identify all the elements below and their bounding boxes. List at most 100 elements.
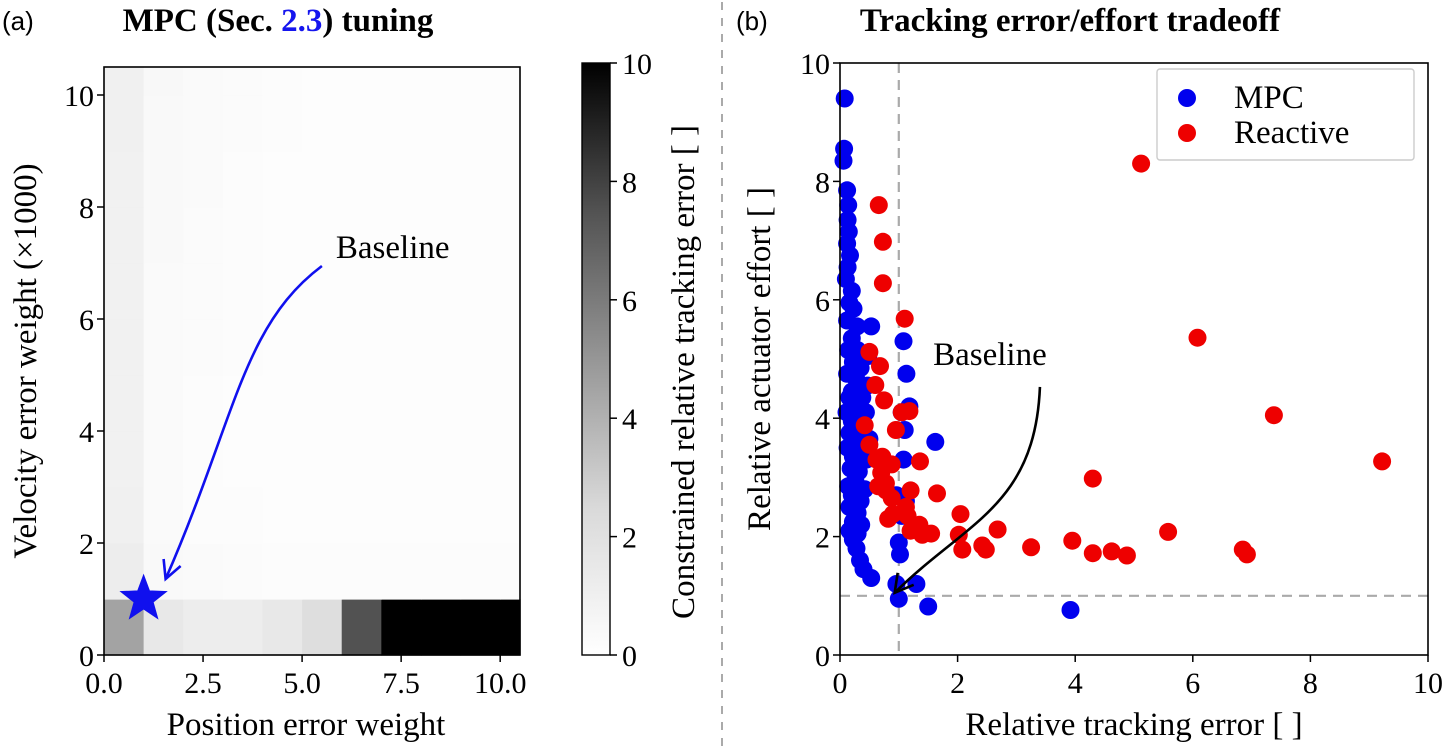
panel-b: (b) Tracking error/effort tradeoff 0 2 4 6 8…: [736, 3, 1443, 743]
heatmap-cell: [222, 375, 264, 432]
scatter-point-mpc: [835, 89, 854, 108]
heatmap-cell: [341, 431, 382, 488]
heatmap-cell: [104, 487, 145, 544]
heatmap-cell: [183, 95, 224, 152]
scatter-point-mpc: [926, 432, 945, 451]
heatmap-x-tick-label: 2.5: [184, 667, 222, 700]
baseline-label-b: Baseline: [933, 337, 1047, 373]
heatmap-x-tick-label: 7.5: [382, 667, 420, 700]
heatmap-cell: [460, 375, 501, 432]
scatter-point-mpc: [907, 575, 926, 593]
legend-box: [1156, 68, 1415, 161]
heatmap-cell: [420, 263, 462, 320]
baseline-annotation-b: Baseline: [893, 337, 1047, 595]
scatter-point-reactive: [900, 402, 919, 421]
scatter-point-reactive: [988, 520, 1007, 539]
panel-b-label: (b): [736, 6, 768, 36]
heatmap-cell: [341, 319, 382, 376]
heatmap-cell: [104, 67, 145, 96]
heatmap-cell: [262, 207, 303, 264]
panel-b-title: Tracking error/effort tradeoff: [860, 3, 1281, 39]
colorbar-label: Constrained relative tracking error [ ]: [666, 125, 702, 619]
scatter-point-reactive: [895, 309, 914, 328]
legend: MPC Reactive: [1156, 68, 1415, 161]
heatmap-cell: [460, 263, 501, 320]
scatter-point-mpc: [834, 151, 853, 170]
heatmap-cell: [420, 67, 462, 96]
heatmap-cell: [222, 599, 264, 656]
scatter-point-reactive: [1083, 544, 1102, 563]
heatmap-y-tick-label: 2: [79, 528, 94, 561]
legend-reactive-swatch: [1178, 124, 1196, 142]
heatmap-cell: [500, 487, 521, 544]
heatmap-cell: [381, 543, 422, 600]
heatmap-cell: [222, 151, 264, 208]
scatter-y-tick-label: 6: [815, 285, 830, 318]
scatter-point-reactive: [860, 435, 879, 454]
scatter-y-axis-label: Relative actuator effort [ ]: [742, 187, 778, 531]
heatmap-cell: [104, 319, 145, 376]
baseline-arrow-a: [164, 264, 323, 580]
heatmap-cell: [381, 431, 422, 488]
colorbar: 0 2 4 6 8 10 Constrained relative tracking er…: [581, 48, 702, 673]
scatter-point-mpc: [894, 332, 913, 351]
heatmap-cell: [183, 487, 224, 544]
heatmap-cell: [381, 375, 422, 432]
heatmap-cell: [222, 543, 264, 600]
colorbar-tick-label: 2: [622, 522, 637, 555]
heatmap-cell: [381, 263, 422, 320]
colorbar-tick-label: 10: [622, 48, 652, 81]
heatmap-y-tick-label: 8: [79, 192, 94, 225]
scatter-point-reactive: [1237, 545, 1256, 564]
heatmap-frame: [103, 66, 521, 656]
colorbar-tick-label: 0: [622, 640, 637, 673]
heatmap-cell: [302, 263, 343, 320]
heatmap-cell: [460, 207, 501, 264]
heatmap-cell: [104, 431, 145, 488]
scatter-point-reactive: [928, 484, 946, 503]
heatmap-cell: [262, 599, 303, 656]
heatmap-cell: [500, 95, 521, 152]
panel-a-label: (a): [2, 6, 34, 36]
heatmap-cell: [222, 95, 264, 152]
scatter-y-ticks: 0 2 4 6 8 10: [800, 48, 840, 673]
scatter-point-mpc: [839, 196, 858, 215]
heatmap-x-tick-label: 0.0: [85, 667, 123, 700]
scatter-point-mpc: [891, 545, 909, 564]
panel-a: (a) MPC (Sec. 2.3) tuning 0.0 2.5 5.0 7.5 10…: [2, 3, 526, 743]
legend-mpc-label: MPC: [1234, 80, 1304, 116]
heatmap-cell: [420, 543, 462, 600]
heatmap-y-ticks: 0 2 4 6 8 10: [64, 80, 104, 673]
heatmap-cell: [143, 67, 184, 96]
heatmap-cell: [381, 151, 422, 208]
baseline-arrow-b: [893, 386, 1042, 594]
heatmap-cell: [460, 151, 501, 208]
heatmap-cell: [500, 599, 521, 656]
heatmap-cell: [460, 543, 501, 600]
scatter-point-mpc: [856, 403, 875, 422]
heatmap-cell: [222, 487, 264, 544]
scatter-point-mpc: [1061, 601, 1080, 619]
heatmap-cell: [381, 95, 422, 152]
heatmap-y-tick-label: 10: [64, 80, 94, 113]
heatmap-cell: [104, 151, 145, 208]
heatmap-y-tick-label: 4: [79, 416, 94, 449]
panel-a-title: MPC (Sec. 2.3) tuning: [123, 3, 434, 39]
scatter-point-reactive: [871, 357, 889, 376]
colorbar-tick-label: 6: [622, 285, 637, 318]
baseline-annotation-a: Baseline: [162, 230, 450, 582]
heatmap-cell: [262, 543, 303, 600]
colorbar-ticks: 0 2 4 6 8 10: [610, 48, 652, 673]
heatmap-cell: [104, 263, 145, 320]
colorbar-tick-label: 8: [622, 166, 637, 199]
heatmap-cell: [302, 375, 343, 432]
heatmap-cell: [183, 543, 224, 600]
heatmap-cell: [302, 599, 343, 656]
scatter-point-reactive: [976, 540, 995, 559]
heatmap-cell: [104, 375, 145, 432]
scatter-x-tick-label: 4: [1068, 667, 1083, 700]
heatmap-cell: [381, 319, 422, 376]
heatmap-cell: [222, 263, 264, 320]
scatter-point-reactive: [869, 196, 888, 215]
